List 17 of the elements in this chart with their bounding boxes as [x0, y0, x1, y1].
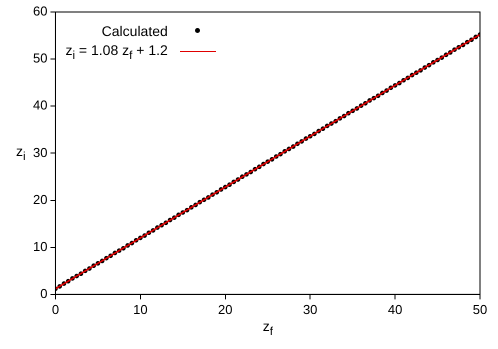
y-tick-label: 50 [32, 50, 48, 66]
x-tick-label: 20 [218, 302, 233, 317]
y-tick-label: 10 [32, 238, 48, 254]
x-tick-label: 30 [302, 302, 318, 317]
y-tick-label: 40 [32, 98, 48, 113]
y-axis-title: z$_{i}$ [16, 143, 26, 163]
x-tick-label: 0 [52, 302, 60, 317]
legend-label: Calculated [102, 22, 168, 38]
x-tick-label: 40 [388, 302, 402, 317]
y-tick-label: 60 [32, 4, 48, 19]
legend-label: z$_{i}$ = 1.08 z$_{f}$ + 1.2 [65, 42, 168, 62]
x-axis-title: z$_{f}$ [262, 318, 273, 338]
x-tick-label: 10 [133, 302, 148, 317]
y-tick-label: 30 [32, 144, 48, 160]
y-tick-label: 0 [40, 286, 48, 301]
y-tick-label: 20 [32, 192, 48, 207]
x-tick-label: 50 [472, 302, 488, 317]
